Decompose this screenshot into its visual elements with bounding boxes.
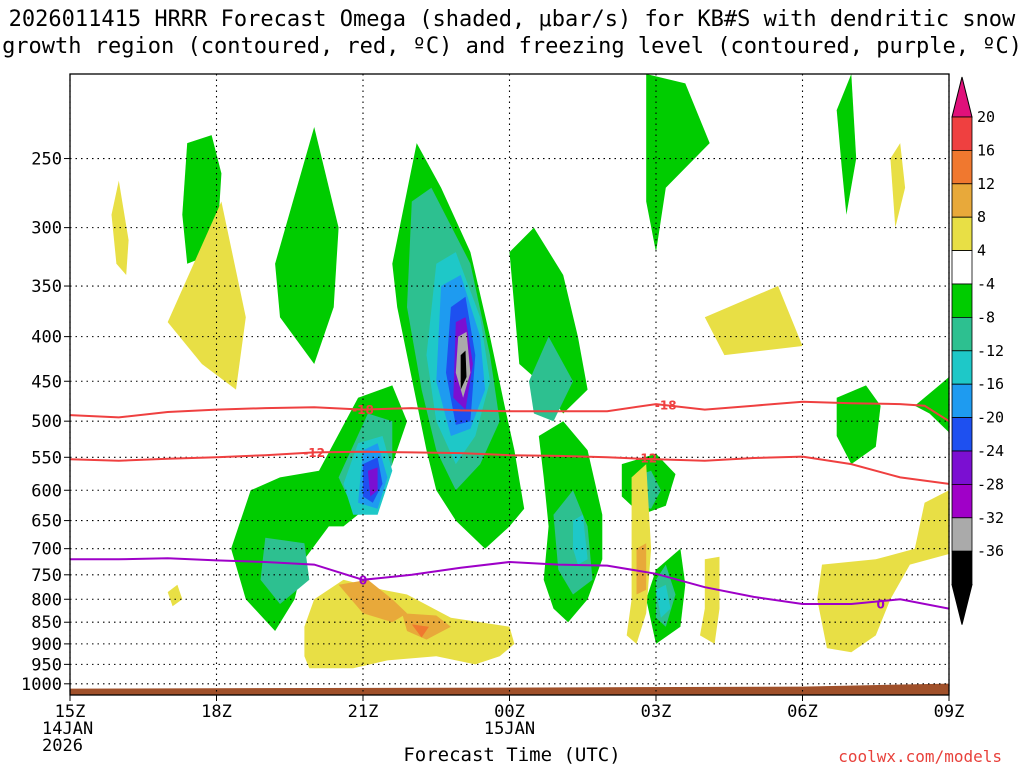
contour-label: -18 xyxy=(352,403,374,417)
colorbar-swatch xyxy=(951,417,973,452)
omega-region-1 xyxy=(275,127,339,364)
omega-region-15 xyxy=(529,336,573,422)
pressure-axis: 2503003504004505005506006507007508008509… xyxy=(21,150,70,695)
colorbar-label: -16 xyxy=(977,375,1004,393)
colorbar-label: 12 xyxy=(977,175,995,193)
colorbar-swatch xyxy=(951,250,973,285)
y-tick-label: 250 xyxy=(31,150,62,170)
colorbar-swatch xyxy=(951,383,973,419)
colorbar-label: -36 xyxy=(977,542,1004,560)
colorbar-swatch xyxy=(951,450,973,485)
y-tick-label: 500 xyxy=(31,412,62,432)
y-tick-label: 950 xyxy=(31,655,62,675)
chart-title: 2026011415 HRRR Forecast Omega (shaded, … xyxy=(0,6,1024,60)
colorbar-swatch xyxy=(951,149,973,185)
contour-label: -12 xyxy=(635,451,657,465)
omega-region-22 xyxy=(656,584,671,618)
contour-line--12 xyxy=(70,450,949,485)
omega-region-21 xyxy=(573,514,588,565)
contour-line-0 xyxy=(70,557,949,610)
colorbar-label: -12 xyxy=(977,342,1004,360)
omega-region-9 xyxy=(836,74,857,215)
temperature-contours: -18 -18 -12 -12 0 0 xyxy=(70,398,949,611)
terrain-band xyxy=(70,683,949,695)
colorbar-top-arrow xyxy=(951,76,973,118)
x-tick-label: 14JAN xyxy=(42,719,93,739)
terrain-fill xyxy=(70,683,949,695)
colorbar-label: -24 xyxy=(977,442,1004,460)
colorbar-label: -28 xyxy=(977,475,1004,493)
colorbar-label: 16 xyxy=(977,141,995,159)
colorbar-swatch xyxy=(951,116,973,151)
omega-region-35 xyxy=(890,143,906,228)
omega-region-11 xyxy=(914,377,949,433)
x-tick-label: 00Z xyxy=(494,702,525,722)
colorbar-bottom-arrow xyxy=(951,584,973,625)
credit-text: coolwx.com/models xyxy=(838,747,1002,766)
x-tick-label: 15Z xyxy=(55,702,86,722)
y-tick-label: 600 xyxy=(31,481,62,501)
x-tick-label: 2026 xyxy=(42,736,83,756)
colorbar-swatch xyxy=(951,350,973,385)
colorbar: 20 16 12 8 4 -4 -8 -12 -16 -20 -24 -28 -32 -36 xyxy=(951,76,1004,625)
omega-region-43 xyxy=(411,624,429,638)
colorbar-label: 20 xyxy=(977,108,995,126)
omega-region-32 xyxy=(167,201,246,390)
colorbar-label: -4 xyxy=(977,275,995,293)
y-tick-label: 850 xyxy=(31,613,62,633)
y-tick-label: 650 xyxy=(31,512,62,532)
y-tick-label: 550 xyxy=(31,448,62,468)
colorbar-swatch xyxy=(951,216,973,251)
contour-label: 0 xyxy=(359,573,367,587)
x-tick-label: 15JAN xyxy=(484,719,535,739)
omega-region-33 xyxy=(167,584,183,607)
x-axis-label: Forecast Time (UTC) xyxy=(403,744,621,766)
omega-region-30 xyxy=(460,350,467,390)
colorbar-label: -20 xyxy=(977,409,1004,427)
contour-label: 0 xyxy=(876,597,884,611)
x-tick-label: 09Z xyxy=(934,702,965,722)
colorbar-label: 4 xyxy=(977,242,986,260)
y-tick-label: 450 xyxy=(31,372,62,392)
title-line-2: growth region (contoured, red, ºC) and f… xyxy=(2,34,1022,59)
contour-line--18 xyxy=(70,400,949,423)
omega-region-40 xyxy=(338,579,407,623)
colorbar-swatch xyxy=(951,483,973,519)
omega-region-4 xyxy=(509,227,588,414)
colorbar-swatch xyxy=(951,183,973,218)
omega-region-13 xyxy=(260,537,310,604)
y-tick-label: 350 xyxy=(31,277,62,297)
contour-label: -12 xyxy=(303,446,325,460)
x-tick-label: 21Z xyxy=(348,702,379,722)
contour-label: -18 xyxy=(655,398,677,412)
colorbar-swatch xyxy=(951,283,973,318)
y-tick-label: 1000 xyxy=(21,675,62,695)
y-tick-label: 400 xyxy=(31,328,62,348)
omega-region-38 xyxy=(700,556,720,644)
colorbar-swatch xyxy=(951,517,973,552)
omega-region-42 xyxy=(636,543,647,595)
y-tick-label: 750 xyxy=(31,566,62,586)
x-tick-label: 18Z xyxy=(201,702,232,722)
x-tick-label: 03Z xyxy=(641,702,672,722)
omega-region-28 xyxy=(367,467,378,497)
omega-region-34 xyxy=(704,286,803,356)
y-tick-label: 800 xyxy=(31,590,62,610)
colorbar-label: -32 xyxy=(977,509,1004,527)
colorbar-swatch xyxy=(951,316,973,352)
x-tick-label: 06Z xyxy=(787,702,818,722)
omega-region-39 xyxy=(817,490,949,653)
y-tick-label: 700 xyxy=(31,540,62,560)
y-tick-label: 300 xyxy=(31,219,62,239)
colorbar-label: 8 xyxy=(977,208,986,226)
omega-shading xyxy=(111,74,949,669)
y-tick-label: 900 xyxy=(31,635,62,655)
colorbar-label: -8 xyxy=(977,308,995,326)
omega-region-6 xyxy=(646,74,710,253)
omega-region-10 xyxy=(836,385,881,465)
colorbar-swatch xyxy=(951,550,973,586)
title-line-1: 2026011415 HRRR Forecast Omega (shaded, … xyxy=(8,7,1016,32)
